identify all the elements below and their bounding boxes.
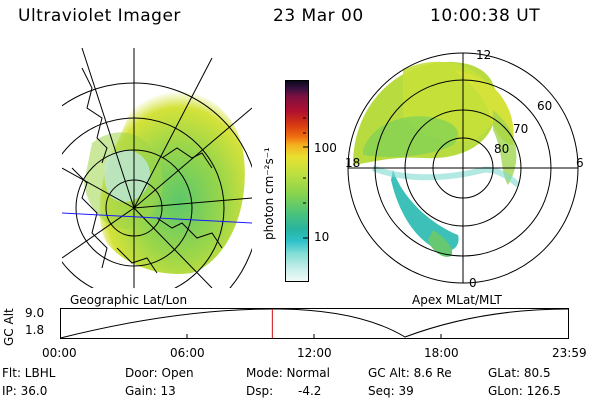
info-seq: Seq: 39 [368, 384, 414, 398]
colorbar-ticks [303, 117, 308, 239]
geographic-image [62, 48, 252, 288]
info-ip: IP: 36.0 [2, 384, 48, 398]
mlt-dial [347, 52, 579, 284]
timeline-xtick-1200: 12:00 [297, 346, 332, 360]
mlt-label-6: 6 [576, 156, 584, 170]
info-dsp-value: -4.2 [298, 384, 322, 398]
timeline-ytick-bottom: 1.8 [25, 323, 45, 337]
mlat-label-60: 60 [537, 99, 553, 113]
mlat-label-80: 80 [494, 142, 510, 156]
mlt-label-12: 12 [476, 48, 492, 62]
timeline-xtick-0600: 06:00 [170, 346, 205, 360]
right-panel-caption: Apex MLat/MLT [412, 293, 502, 307]
instrument-title: Ultraviolet Imager [18, 6, 181, 26]
date-label: 23 Mar 00 [273, 6, 364, 26]
info-door: Door: Open [125, 366, 194, 380]
mlt-label-0: 0 [469, 276, 477, 290]
orbit-altitude-plot [60, 308, 569, 339]
colorbar [285, 80, 309, 282]
mlt-label-18: 18 [345, 156, 361, 170]
info-glon: GLon: 126.5 [488, 384, 561, 398]
mlat-label-70: 70 [513, 122, 529, 136]
colorbar-tick-100: 100 [314, 141, 337, 155]
info-glat: GLat: 80.5 [488, 366, 551, 380]
timeline-xtick-1800: 18:00 [424, 346, 459, 360]
info-dsp-label: Dsp: [246, 384, 274, 398]
timeline-xtick-0000: 00:00 [42, 346, 77, 360]
info-filter: Flt: LBHL [2, 366, 56, 380]
colorbar-tick-10: 10 [314, 230, 330, 244]
timeline-ytick-top: 9.0 [25, 306, 45, 320]
timeline-ylabel: GC Alt [2, 308, 16, 346]
timeline-xtick-2359: 23:59 [552, 346, 587, 360]
info-gc-alt: GC Alt: 8.6 Re [368, 366, 452, 380]
info-mode: Mode: Normal [246, 366, 330, 380]
info-gain: Gain: 13 [125, 384, 176, 398]
colorbar-unit-label: photon cm⁻²s⁻¹ [262, 147, 276, 240]
time-label: 10:00:38 UT [430, 6, 541, 26]
left-panel-caption: Geographic Lat/Lon [70, 293, 188, 307]
